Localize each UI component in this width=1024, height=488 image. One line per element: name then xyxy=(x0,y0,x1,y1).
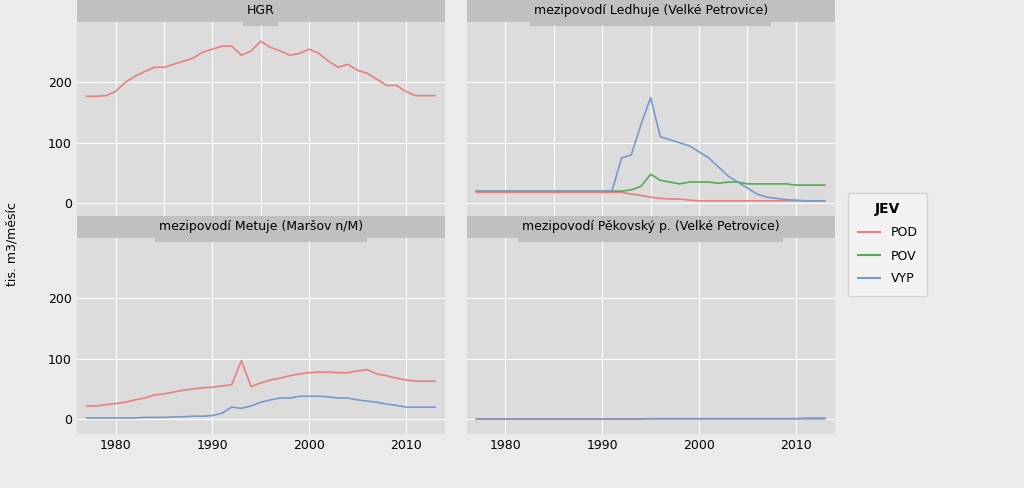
Text: mezipovodí Pěkovský p. (Velké Petrovice): mezipovodí Pěkovský p. (Velké Petrovice) xyxy=(522,225,779,238)
Text: HGR: HGR xyxy=(247,4,274,18)
Text: HGR: HGR xyxy=(247,9,274,22)
Text: mezipovodí Ledhuje (Velké Petrovice): mezipovodí Ledhuje (Velké Petrovice) xyxy=(534,9,768,22)
Text: tis. m3/měsíc: tis. m3/měsíc xyxy=(6,202,18,286)
Text: mezipovodí Metuje (Maršov n/M): mezipovodí Metuje (Maršov n/M) xyxy=(159,221,362,233)
Text: mezipovodí Ledhuje (Velké Petrovice): mezipovodí Ledhuje (Velké Petrovice) xyxy=(534,4,768,18)
Text: mezipovodí Pěkovský p. (Velké Petrovice): mezipovodí Pěkovský p. (Velké Petrovice) xyxy=(522,221,779,233)
Text: mezipovodí Metuje (Maršov n/M): mezipovodí Metuje (Maršov n/M) xyxy=(159,225,362,238)
Legend: POD, POV, VYP: POD, POV, VYP xyxy=(848,192,928,296)
